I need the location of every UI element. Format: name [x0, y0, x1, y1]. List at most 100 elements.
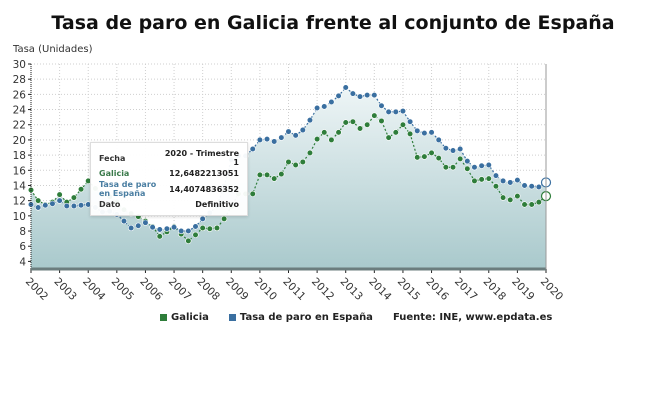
data-point[interactable]	[399, 107, 407, 115]
data-point[interactable]	[535, 183, 542, 191]
data-point[interactable]	[435, 155, 442, 162]
data-point[interactable]	[285, 128, 292, 135]
data-point[interactable]	[371, 112, 378, 119]
data-point[interactable]	[335, 129, 342, 136]
data-point[interactable]	[192, 231, 199, 238]
data-point[interactable]	[514, 177, 521, 184]
data-point[interactable]	[342, 119, 349, 126]
data-point[interactable]	[149, 224, 156, 231]
data-point[interactable]	[178, 227, 185, 235]
data-point[interactable]	[364, 92, 371, 99]
data-point[interactable]	[356, 93, 364, 100]
data-point[interactable]	[271, 175, 278, 182]
data-point[interactable]	[120, 218, 128, 225]
data-point[interactable]	[35, 197, 42, 204]
data-point[interactable]	[199, 215, 206, 222]
data-point[interactable]	[328, 98, 335, 106]
data-point[interactable]	[70, 194, 78, 201]
data-point[interactable]	[70, 202, 78, 210]
data-point[interactable]	[349, 118, 356, 125]
data-point[interactable]	[185, 237, 192, 245]
data-point[interactable]	[485, 175, 492, 182]
data-point[interactable]	[256, 171, 263, 178]
data-point[interactable]	[156, 233, 163, 240]
data-point[interactable]	[471, 164, 478, 171]
data-point[interactable]	[314, 104, 321, 112]
data-point[interactable]	[321, 103, 328, 110]
data-point[interactable]	[56, 191, 63, 198]
data-point[interactable]	[77, 202, 85, 209]
data-point[interactable]	[342, 84, 349, 91]
data-point[interactable]	[356, 125, 364, 132]
data-point[interactable]	[428, 149, 435, 156]
data-point[interactable]	[185, 227, 192, 235]
data-point[interactable]	[414, 127, 421, 134]
data-point[interactable]	[349, 90, 356, 97]
data-point[interactable]	[156, 226, 163, 233]
data-point[interactable]	[406, 118, 414, 125]
data-point[interactable]	[471, 177, 478, 185]
data-point[interactable]	[221, 215, 228, 222]
data-point[interactable]	[442, 145, 449, 152]
data-point[interactable]	[199, 224, 206, 232]
data-point[interactable]	[421, 153, 428, 160]
data-point[interactable]	[285, 158, 292, 166]
data-point[interactable]	[378, 102, 385, 109]
data-point[interactable]	[192, 223, 199, 230]
data-point[interactable]	[392, 129, 399, 136]
data-point[interactable]	[485, 161, 492, 169]
data-point[interactable]	[213, 224, 221, 232]
data-point[interactable]	[478, 162, 485, 169]
data-point[interactable]	[449, 164, 457, 171]
data-point[interactable]	[385, 134, 392, 141]
data-point[interactable]	[464, 165, 471, 172]
data-point[interactable]	[507, 196, 514, 204]
data-point[interactable]	[528, 201, 535, 208]
data-point[interactable]	[492, 172, 500, 179]
data-point[interactable]	[328, 136, 335, 144]
data-point[interactable]	[528, 183, 535, 190]
data-point[interactable]	[292, 161, 299, 169]
data-point[interactable]	[335, 92, 342, 99]
data-point[interactable]	[63, 202, 70, 210]
data-point[interactable]	[299, 126, 306, 134]
data-point[interactable]	[263, 171, 271, 178]
data-point[interactable]	[321, 129, 328, 136]
data-point[interactable]	[499, 194, 507, 201]
data-point[interactable]	[435, 136, 442, 144]
data-point[interactable]	[421, 129, 428, 137]
data-point[interactable]	[278, 134, 285, 141]
data-point[interactable]	[521, 201, 528, 208]
data-point[interactable]	[399, 121, 407, 128]
data-point[interactable]	[492, 183, 500, 190]
data-point[interactable]	[135, 222, 142, 229]
data-point[interactable]	[163, 225, 171, 232]
data-point[interactable]	[35, 204, 42, 211]
legend-item-espana[interactable]: Tasa de paro en España	[228, 312, 373, 323]
data-point[interactable]	[457, 155, 464, 163]
data-point[interactable]	[521, 182, 528, 189]
data-point[interactable]	[414, 154, 421, 161]
data-point[interactable]	[263, 136, 271, 143]
data-point[interactable]	[457, 145, 464, 153]
data-point[interactable]	[364, 121, 371, 128]
legend-item-galicia[interactable]: Galicia	[160, 312, 209, 323]
data-point[interactable]	[406, 130, 414, 137]
data-point[interactable]	[449, 147, 457, 154]
data-point[interactable]	[299, 158, 306, 166]
data-point[interactable]	[478, 176, 485, 183]
data-point[interactable]	[249, 145, 256, 153]
data-point[interactable]	[271, 138, 278, 145]
data-point[interactable]	[56, 197, 63, 204]
data-point[interactable]	[442, 164, 449, 171]
data-point[interactable]	[77, 186, 85, 193]
data-point[interactable]	[499, 177, 507, 185]
data-point[interactable]	[385, 108, 392, 115]
data-point[interactable]	[256, 136, 263, 144]
data-point[interactable]	[392, 108, 399, 115]
data-point[interactable]	[249, 190, 256, 197]
data-point[interactable]	[128, 224, 135, 232]
data-point[interactable]	[306, 149, 314, 156]
data-point[interactable]	[42, 202, 49, 209]
data-point[interactable]	[314, 136, 321, 143]
